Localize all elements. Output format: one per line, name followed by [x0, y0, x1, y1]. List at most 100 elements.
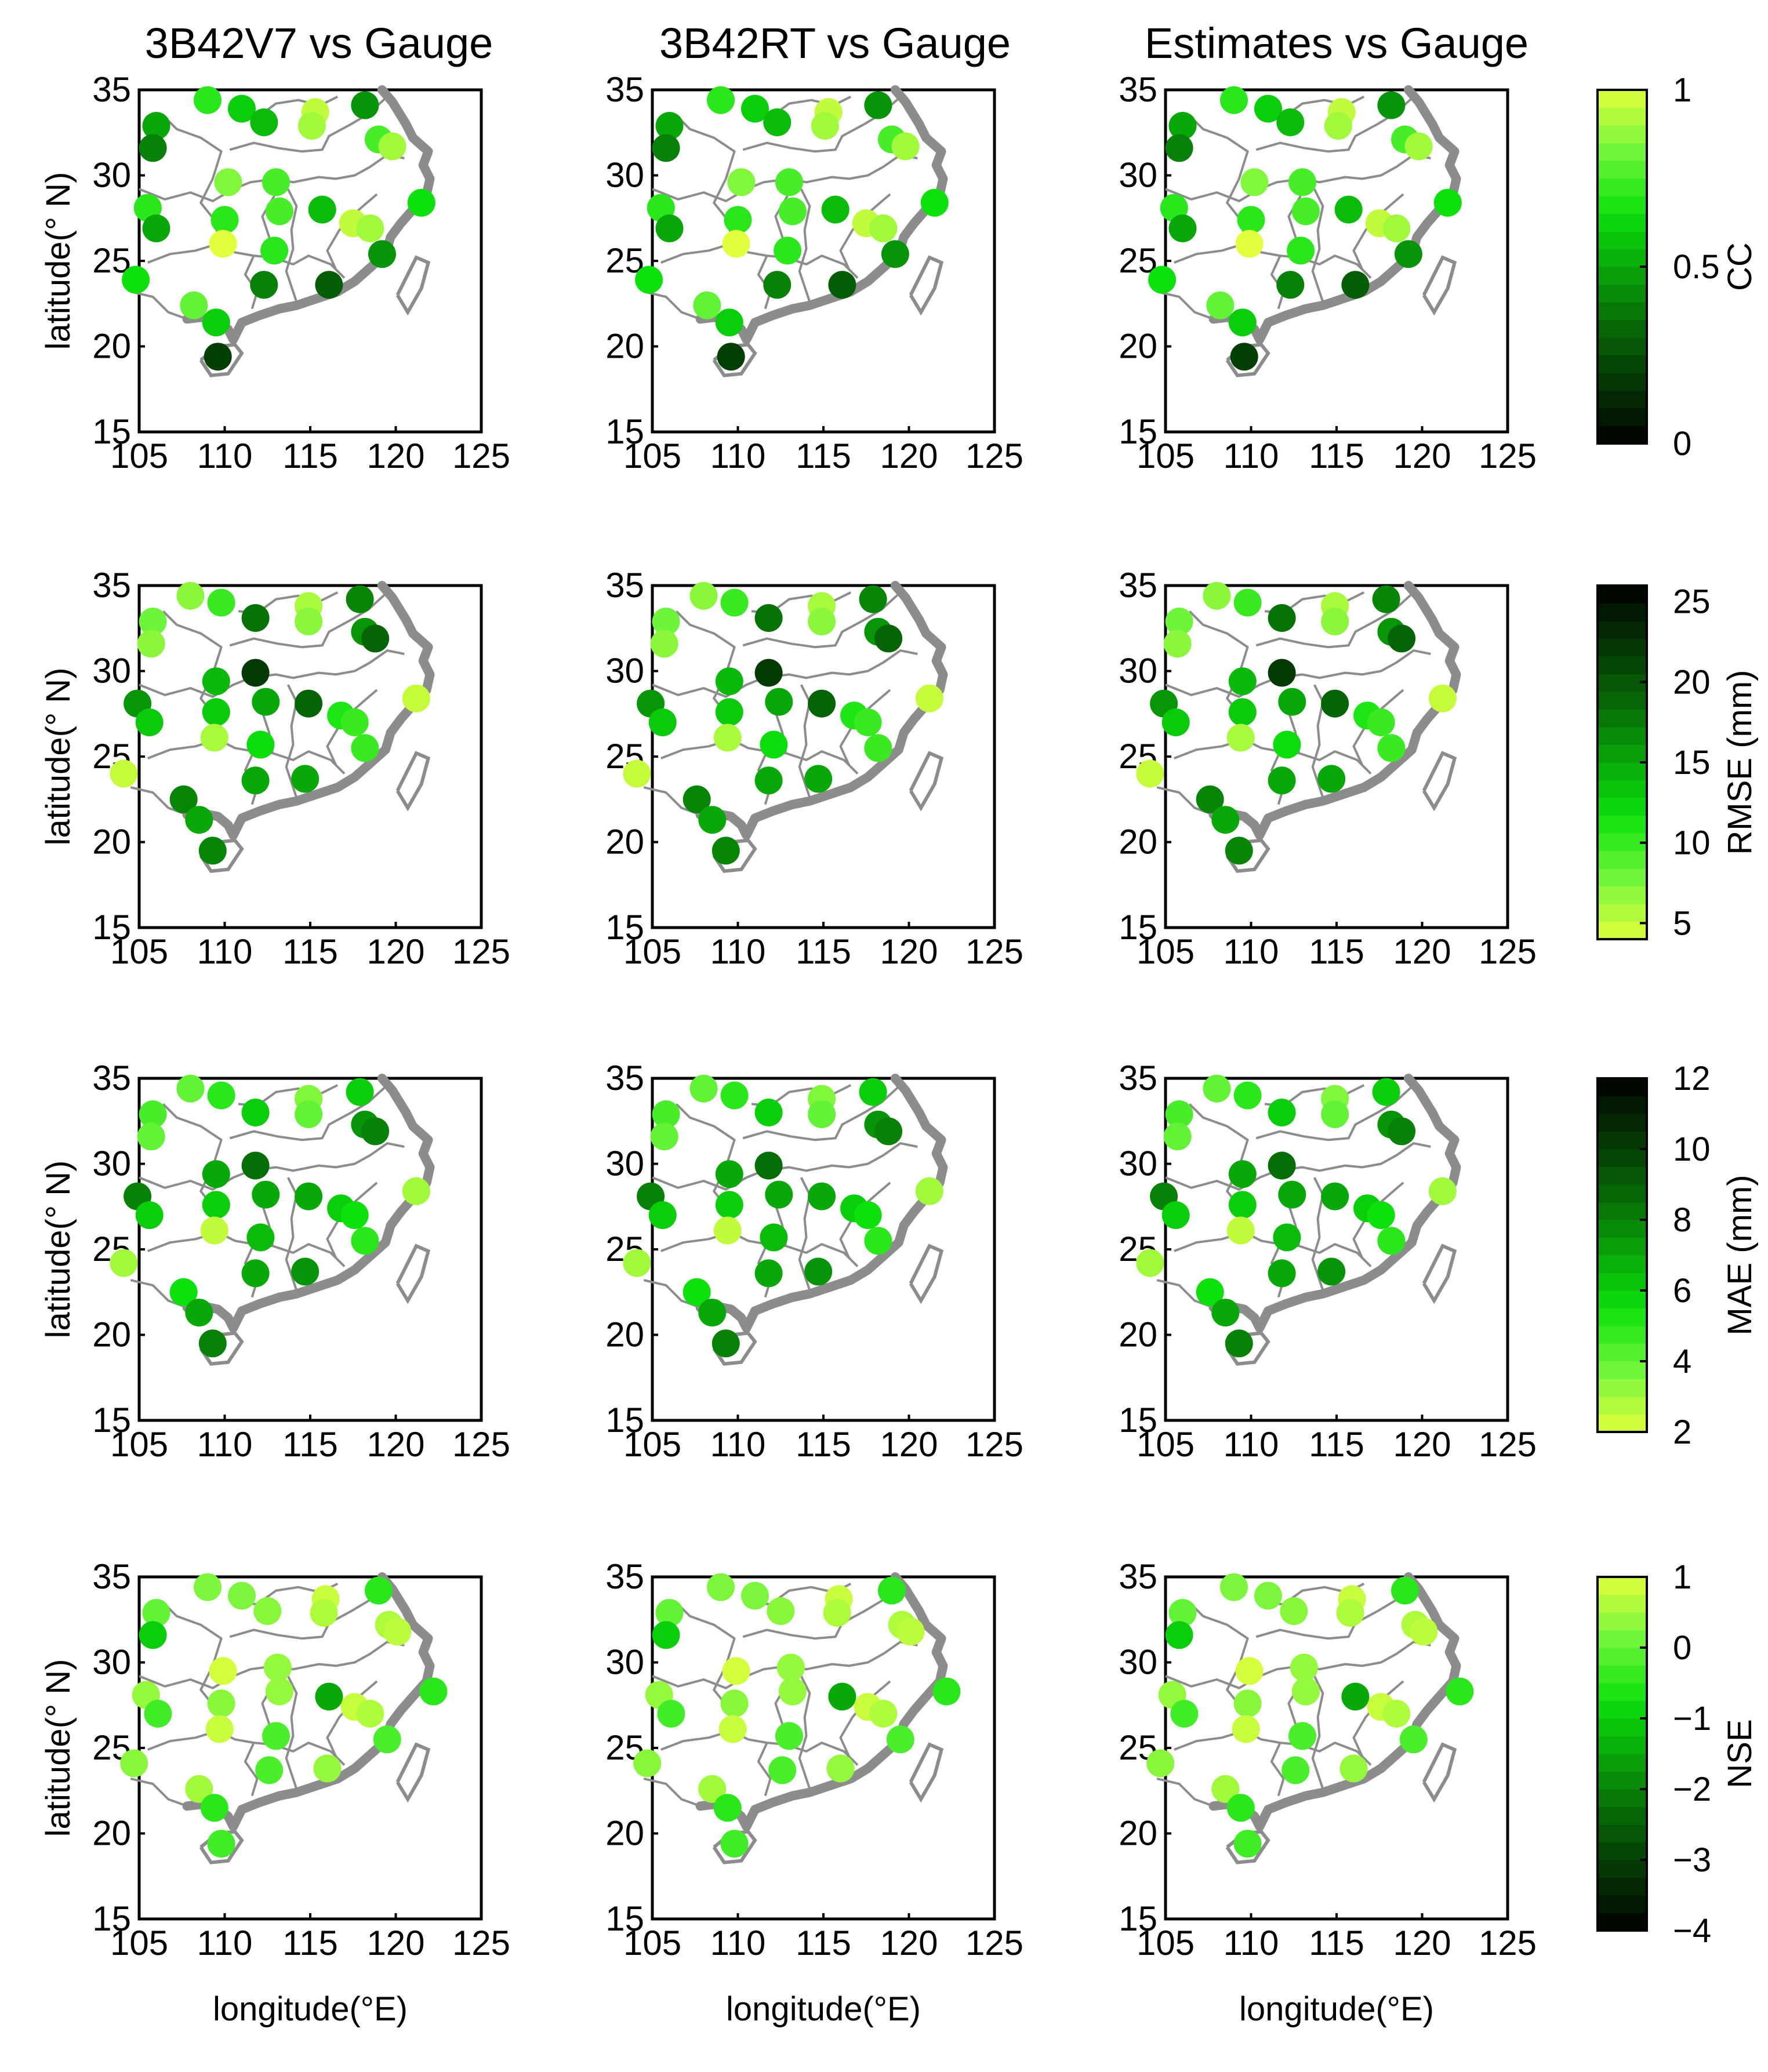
station-point: [1254, 1582, 1282, 1610]
taiwan-outline: [395, 255, 431, 316]
station-point: [864, 91, 892, 119]
station-point: [682, 1278, 711, 1306]
station-point: [207, 588, 235, 617]
station-point: [1278, 1180, 1306, 1209]
y-tick-label: 30: [92, 652, 131, 690]
station-point: [346, 585, 374, 613]
station-point: [765, 1180, 793, 1209]
taiwan-outline: [395, 1742, 431, 1803]
plot-frame: [651, 88, 996, 434]
x-tick-label: 125: [452, 1425, 510, 1464]
station-point: [765, 688, 793, 716]
station-point: [811, 112, 839, 140]
column-title-estimates: Estimates vs Gauge: [1144, 19, 1529, 67]
station-point: [724, 206, 752, 234]
station-point: [340, 1201, 369, 1229]
station-point: [135, 708, 164, 736]
x-tick-label: 125: [965, 1425, 1023, 1464]
province-border: [285, 188, 298, 303]
station-point: [698, 1299, 727, 1327]
station-point: [1278, 688, 1306, 716]
colorbar-swatch: [1598, 1131, 1647, 1150]
y-tick-label: 35: [92, 566, 131, 605]
colorbar-swatch: [1598, 886, 1647, 904]
province-border: [229, 591, 389, 649]
station-point: [1336, 1599, 1364, 1627]
station-point: [202, 308, 230, 337]
taiwan-outline: [395, 1244, 431, 1304]
station-point: [263, 1653, 292, 1682]
station-point: [1226, 1794, 1255, 1822]
station-point: [1290, 1653, 1318, 1682]
x-tick-label: 115: [1309, 932, 1364, 971]
y-tick-label: 35: [1119, 566, 1157, 605]
colorbar-swatch: [1598, 1078, 1647, 1096]
colorbar-swatch: [1598, 1237, 1647, 1256]
station-point: [1220, 86, 1248, 114]
station-point: [652, 134, 680, 162]
province-border: [757, 1742, 772, 1797]
x-tick-label: 110: [1224, 437, 1279, 475]
station-point: [1273, 1223, 1301, 1252]
station-point: [1268, 659, 1296, 687]
station-point: [139, 134, 167, 162]
colorbar-swatch: [1598, 603, 1647, 621]
x-tick-label: 120: [880, 932, 938, 971]
station-point: [246, 1223, 275, 1252]
colorbar-swatch: [1598, 709, 1647, 728]
station-point: [1233, 1081, 1262, 1110]
station-point: [718, 1715, 747, 1743]
station-point: [1148, 266, 1177, 294]
y-tick-label: 15: [605, 908, 644, 947]
x-tick-label: 125: [965, 437, 1023, 475]
station-point: [920, 188, 949, 217]
station-point: [202, 1160, 230, 1188]
province-border: [1311, 1177, 1324, 1291]
station-point: [361, 624, 390, 653]
station-point: [250, 271, 278, 299]
panel-mae-col1: 105 110 115 120 125 15 20 25 30 35 latitude(° N): [23, 1055, 516, 1513]
colorbar-swatch: [1598, 1397, 1647, 1415]
x-tick-label: 120: [880, 1924, 938, 1962]
station-point: [139, 1621, 167, 1649]
x-tick-label: 115: [1309, 1924, 1364, 1962]
basemap-outlines: [130, 581, 435, 873]
x-tick-label: 105: [623, 437, 681, 475]
station-point: [207, 1689, 235, 1718]
y-tick-label: 15: [1119, 1401, 1157, 1440]
province-border: [643, 290, 701, 321]
x-tick-label: 110: [710, 932, 766, 971]
colorbar-tick-label: −3: [1673, 1841, 1711, 1879]
station-point: [1324, 112, 1352, 140]
station-point: [828, 1682, 856, 1711]
colorbar-swatch: [1598, 904, 1647, 922]
colorbar-frame: [1596, 1576, 1648, 1932]
colorbar-tick-label: −1: [1673, 1700, 1711, 1737]
province-border: [798, 1177, 811, 1291]
station-point: [209, 230, 237, 258]
x-tick-label: 120: [1393, 1924, 1451, 1962]
colorbar-tick-label: 12: [1673, 1060, 1711, 1097]
station-point: [1276, 108, 1305, 136]
y-tick-label: 30: [1119, 1144, 1157, 1183]
x-tick-label: 105: [110, 1924, 168, 1962]
station-point: [1377, 734, 1406, 762]
station-point: [682, 785, 711, 813]
plot-frame: [651, 1077, 996, 1422]
station-point: [1317, 1257, 1346, 1286]
station-point: [698, 1775, 727, 1803]
y-tick-label: 20: [605, 823, 644, 861]
colorbar-swatch: [1598, 1326, 1647, 1344]
station-point: [169, 785, 198, 813]
colorbar-swatch: [1598, 815, 1647, 834]
station-point: [1268, 604, 1296, 632]
colorbar-swatch: [1598, 1683, 1647, 1701]
station-point: [1228, 1191, 1257, 1219]
taiwan-outline: [395, 751, 431, 812]
station-point: [633, 1749, 662, 1777]
station-point: [351, 91, 379, 119]
y-tick-label: 30: [92, 1643, 131, 1682]
y-tick-label: 15: [92, 1401, 131, 1440]
